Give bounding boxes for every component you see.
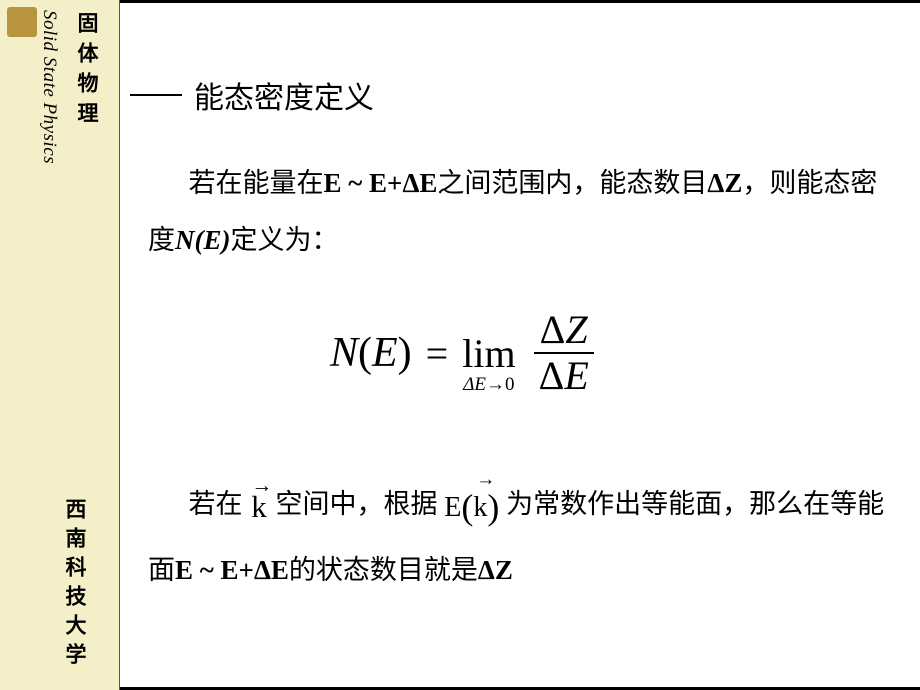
p1-prefix: 若在能量在	[189, 168, 324, 198]
eq-lim-text: lim	[462, 331, 515, 376]
p1-dz: ΔZ	[707, 168, 742, 198]
eq-lhs-e: E	[372, 330, 398, 376]
p2-prefix: 若在	[189, 489, 250, 519]
eq-denominator: ΔE	[534, 354, 594, 398]
title-dash	[130, 94, 182, 96]
course-name-en: Solid State Physics	[38, 10, 60, 164]
p1-range: E ~ E+ΔE	[324, 168, 438, 198]
sidebar: 固体物理 Solid State Physics 西南科技大学	[0, 0, 120, 690]
eofk-e: E	[444, 492, 461, 523]
eq-lim: lim ΔE→0	[462, 330, 515, 377]
p1-ne: N(E)	[175, 225, 231, 255]
eq-lim-sub-de: ΔE	[463, 374, 486, 395]
eq-den-d: Δ	[539, 353, 565, 398]
eofk-arrow: →	[476, 461, 495, 499]
eq-lim-sub-zero: 0	[505, 374, 515, 395]
p2-mid3: 的状态数目就是	[289, 555, 478, 585]
eq-equals: =	[426, 330, 449, 377]
corner-badge	[7, 7, 37, 37]
paragraph-2: 若在 →k 空间中，根据 E(→k) 为常数作出等能面，那么在等能面E ~ E+…	[148, 471, 888, 597]
eq-den-e: E	[564, 353, 588, 398]
slide-content: 能态密度定义 若在能量在E ~ E+ΔE之间范围内，能态数目ΔZ，则能态密度N(…	[120, 0, 920, 690]
equation: N(E) = lim ΔE→0 ΔZ ΔE	[330, 308, 594, 398]
title-row: 能态密度定义	[130, 73, 374, 117]
course-name-cn: 固体物理	[72, 12, 102, 132]
university-name: 西南科技大学	[60, 498, 90, 672]
p2-dz: ΔZ	[478, 555, 513, 585]
p1-suffix: 定义为：	[231, 225, 339, 255]
eq-lhs-n: N	[330, 330, 358, 376]
eq-lim-sub: ΔE→0	[463, 374, 514, 396]
eq-lim-sub-arrow: →	[486, 374, 505, 395]
e-of-k: E(→k)	[444, 471, 499, 543]
eq-num-d: Δ	[540, 307, 566, 352]
p1-mid1: 之间范围内，能态数目	[437, 168, 707, 198]
p2-range: E ~ E+ΔE	[175, 555, 289, 585]
p2-mid1: 空间中，根据	[269, 489, 445, 519]
eq-lhs: N(E)	[330, 329, 412, 377]
eq-num-z: Z	[565, 307, 587, 352]
k-vector: →k	[249, 476, 269, 538]
paragraph-1: 若在能量在E ~ E+ΔE之间范围内，能态数目ΔZ，则能态密度N(E)定义为：	[148, 155, 888, 268]
eq-fraction: ΔZ ΔE	[534, 308, 594, 398]
k-vector-arrow: →	[251, 464, 272, 506]
slide-title: 能态密度定义	[194, 73, 374, 117]
eq-numerator: ΔZ	[534, 308, 594, 352]
